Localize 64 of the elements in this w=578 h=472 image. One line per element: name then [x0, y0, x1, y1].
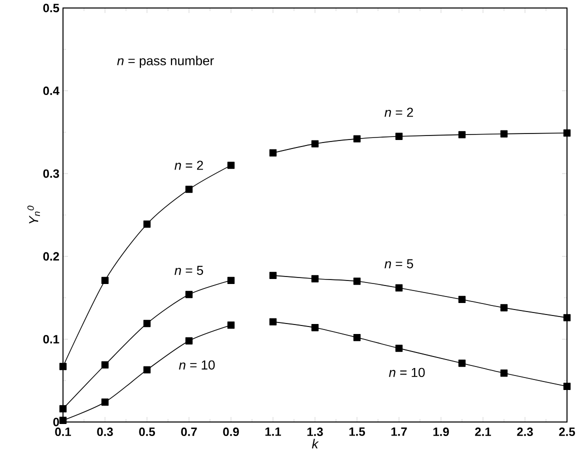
- point: [185, 337, 193, 344]
- point: [185, 290, 193, 298]
- x-tick-label: 1.3: [307, 428, 323, 436]
- y-tick-label: 0.4: [43, 86, 60, 96]
- point: [227, 276, 235, 284]
- point: [395, 284, 403, 292]
- point: [353, 135, 361, 142]
- point: [185, 186, 193, 193]
- point: [101, 276, 109, 284]
- point: [101, 398, 109, 406]
- point: [395, 132, 403, 140]
- text: n = 5: [384, 259, 414, 268]
- point: [500, 370, 508, 377]
- x-tick-label: 0.5: [139, 428, 156, 436]
- annotation: n = pass number: [117, 56, 214, 68]
- point: [311, 324, 319, 332]
- point: [500, 304, 508, 312]
- series-label: n = 2: [174, 160, 203, 170]
- point: [59, 405, 67, 412]
- x-tick-label: 1.9: [433, 428, 449, 436]
- point: [458, 131, 466, 138]
- point: [458, 360, 466, 367]
- x-tick-label: 1.7: [391, 428, 407, 436]
- point: [563, 314, 571, 322]
- point: [269, 149, 277, 156]
- y-tick-label: 0.1: [43, 334, 60, 344]
- point: [500, 130, 508, 138]
- series-label: n = 5: [174, 266, 204, 275]
- y-axis-title: Y$_{n}$0: [27, 206, 40, 224]
- x-tick-label: 2.1: [475, 428, 492, 436]
- point: [227, 162, 235, 169]
- text: n = 2: [384, 108, 413, 117]
- x-tick-label: 0.3: [97, 428, 113, 436]
- point: [311, 140, 319, 148]
- point: [563, 129, 571, 137]
- point: [227, 322, 235, 329]
- point: [101, 361, 109, 368]
- x-tick-label: 1.5: [349, 428, 366, 436]
- point: [563, 382, 571, 390]
- y-tick-label: 0.5: [43, 4, 60, 12]
- x-tick-label: 0.1: [55, 428, 72, 436]
- series-label: n = 10: [178, 360, 215, 370]
- y-tick-label: 0.3: [43, 169, 60, 178]
- x-axis-title: k: [312, 438, 319, 448]
- x-tick-label: 2.5: [559, 428, 576, 436]
- point: [143, 220, 151, 228]
- x-tick-label: 0.9: [223, 428, 239, 436]
- point: [59, 416, 67, 424]
- point: [143, 366, 151, 374]
- y-tick-label: 0.2: [43, 252, 59, 261]
- x-tick-label: 1.1: [265, 428, 282, 436]
- point: [395, 344, 403, 352]
- text: n = 10: [388, 368, 425, 378]
- point: [59, 362, 67, 370]
- point: [311, 275, 319, 282]
- point: [353, 278, 361, 285]
- x-tick-label: 2.3: [517, 428, 533, 436]
- point: [458, 296, 466, 304]
- point: [143, 320, 151, 328]
- point: [269, 318, 277, 326]
- x-tick-label: 0.7: [181, 428, 197, 436]
- point: [353, 334, 361, 342]
- point: [269, 272, 277, 280]
- y-tick-label: 0: [53, 418, 59, 426]
